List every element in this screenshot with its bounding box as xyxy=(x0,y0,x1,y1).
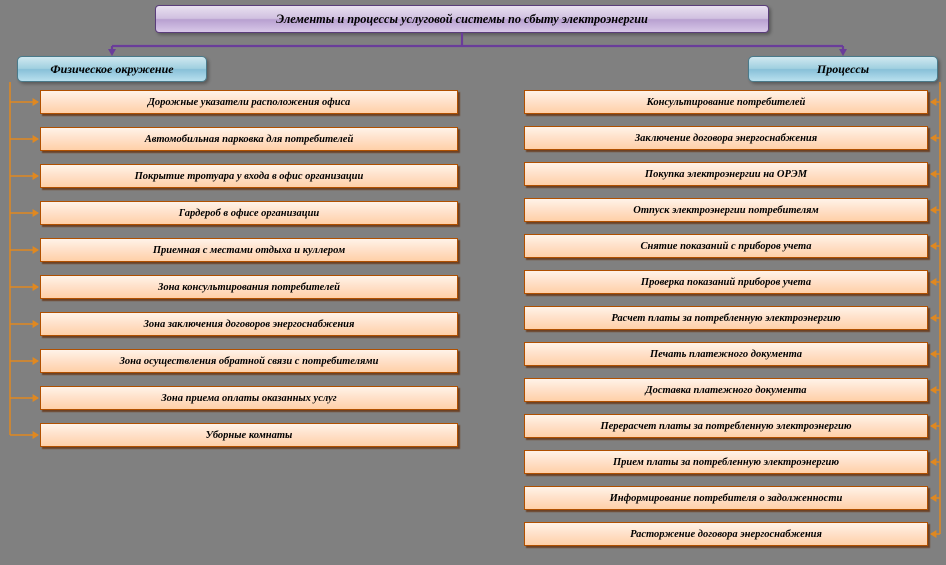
right-item: Перерасчет платы за потребленную электро… xyxy=(524,414,928,438)
left-item: Автомобильная парковка для потребителей xyxy=(40,127,458,151)
left-item: Покрытие тротуара у входа в офис организ… xyxy=(40,164,458,188)
right-item: Печать платежного документа xyxy=(524,342,928,366)
left-item: Дорожные указатели расположения офиса xyxy=(40,90,458,114)
right-item: Консультирование потребителей xyxy=(524,90,928,114)
left-item: Приемная с местами отдыха и куллером xyxy=(40,238,458,262)
right-item: Доставка платежного документа xyxy=(524,378,928,402)
right-item: Информирование потребителя о задолженнос… xyxy=(524,486,928,510)
right-item: Расчет платы за потребленную электроэнер… xyxy=(524,306,928,330)
left-item: Уборные комнаты xyxy=(40,423,458,447)
right-item: Покупка электроэнергии на ОРЭМ xyxy=(524,162,928,186)
right-item: Проверка показаний приборов учета xyxy=(524,270,928,294)
left-item: Зона заключения договоров энергоснабжени… xyxy=(40,312,458,336)
left-item: Зона приема оплаты оказанных услуг xyxy=(40,386,458,410)
right-item: Расторжение договора энергоснабжения xyxy=(524,522,928,546)
left-item: Зона осуществления обратной связи с потр… xyxy=(40,349,458,373)
right-item: Прием платы за потребленную электроэнерг… xyxy=(524,450,928,474)
left-item: Гардероб в офисе организации xyxy=(40,201,458,225)
left-item: Зона консультирования потребителей xyxy=(40,275,458,299)
category-right: Процессы xyxy=(748,56,938,82)
category-left: Физическое окружение xyxy=(17,56,207,82)
right-item: Отпуск электроэнергии потребителям xyxy=(524,198,928,222)
diagram-title: Элементы и процессы услуговой системы по… xyxy=(155,5,769,33)
right-item: Снятие показаний с приборов учета xyxy=(524,234,928,258)
right-item: Заключение договора энергоснабжения xyxy=(524,126,928,150)
